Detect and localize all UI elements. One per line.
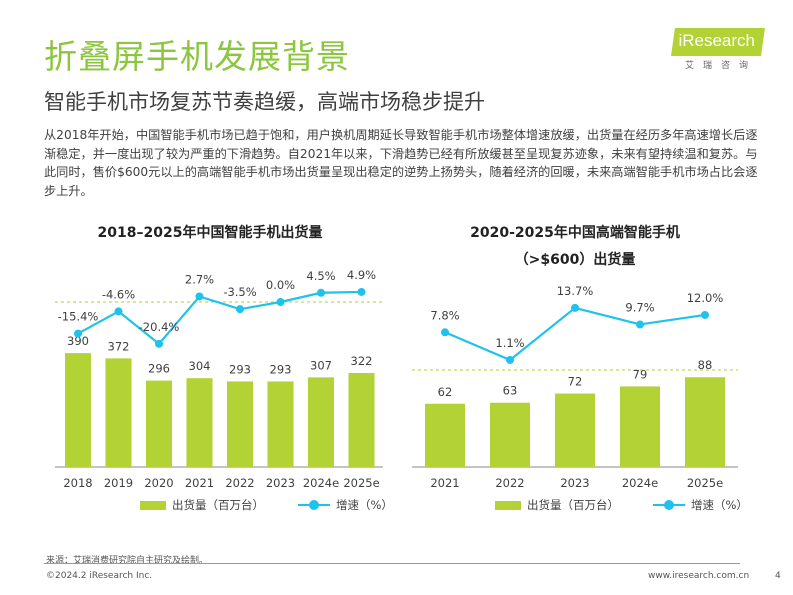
bar-value-label: 372 — [108, 339, 130, 353]
bar — [186, 378, 213, 467]
growth-label: 1.1% — [495, 336, 524, 350]
bar-value-label: 293 — [270, 362, 292, 376]
bar — [105, 358, 132, 467]
growth-point — [317, 288, 325, 297]
copyright: ©2024.2 iResearch Inc. — [46, 571, 153, 581]
bar-value-label: 72 — [568, 375, 583, 389]
bar — [267, 381, 294, 467]
bar-value-label: 322 — [351, 354, 373, 368]
x-tick-label: 2021 — [185, 476, 214, 490]
x-tick-label: 2018 — [63, 476, 92, 490]
growth-line — [444, 306, 706, 362]
bar — [308, 377, 334, 467]
growth-label: 7.8% — [430, 308, 459, 322]
x-tick-label: 2022 — [225, 476, 254, 490]
legend-bar-swatch — [495, 500, 521, 510]
x-tick-label: 2025e — [343, 476, 379, 490]
chart2-title-line2: （>$600）出货量 — [514, 252, 636, 268]
growth-point — [441, 328, 449, 337]
bar — [65, 353, 91, 467]
growth-point — [114, 307, 123, 316]
growth-point — [636, 320, 644, 329]
bar — [685, 377, 725, 467]
bar — [348, 372, 375, 467]
growth-point — [195, 292, 204, 301]
bar — [425, 403, 465, 467]
iresearch-logo: iResearch 艾瑞咨询 — [653, 28, 765, 71]
bar-value-label: 307 — [310, 358, 332, 372]
bar-value-label: 79 — [633, 367, 648, 381]
bar — [146, 380, 172, 467]
bar-value-label: 390 — [67, 334, 89, 348]
growth-point — [571, 303, 579, 312]
x-tick-label: 2021 — [430, 476, 459, 490]
chart2-legend: 出货量（百万台） 增速（%） — [495, 497, 748, 513]
growth-line — [77, 290, 362, 346]
growth-point — [155, 339, 163, 348]
growth-label: -20.4% — [139, 320, 180, 334]
x-tick-label: 2019 — [104, 476, 133, 490]
bar-value-label: 296 — [148, 362, 170, 376]
growth-point — [276, 298, 285, 306]
growth-label: -3.5% — [223, 285, 256, 299]
growth-point — [236, 305, 244, 314]
source-note: 来源：艾瑞消费研究院自主研究及绘制。 — [46, 556, 209, 566]
page-subtitle: 智能手机市场复苏节奏趋缓，高端市场稳步提升 — [44, 90, 485, 114]
bar-value-label: 304 — [189, 359, 211, 373]
x-tick-label: 2020 — [144, 476, 173, 490]
website-link[interactable]: www.iresearch.com.cn — [648, 571, 750, 581]
legend-bar-label: 出货量（百万台） — [172, 498, 264, 512]
growth-point — [506, 355, 514, 364]
growth-label: 0.0% — [266, 278, 295, 292]
legend-line-label: 增速（%） — [691, 498, 748, 512]
bar-value-label: 62 — [438, 385, 453, 399]
bar — [490, 402, 530, 467]
growth-point — [701, 310, 709, 319]
x-tick-label: 2023 — [560, 476, 589, 490]
growth-label: -4.6% — [102, 287, 135, 301]
chart2-title: 2020-2025年中国高端智能手机 — [470, 225, 680, 241]
growth-label: 9.7% — [625, 300, 654, 314]
legend-bar-label: 出货量（百万台） — [527, 498, 619, 512]
legend-line-swatch — [298, 500, 330, 510]
page-title: 折叠屏手机发展背景 — [44, 37, 350, 76]
growth-label: 13.7% — [557, 284, 594, 298]
footer-divider — [44, 563, 740, 564]
body-text: 从2018年开始，中国智能手机市场已趋于饱和，用户换机周期延长导致智能手机市场整… — [44, 128, 758, 198]
bar-value-label: 88 — [698, 358, 713, 372]
bar — [620, 386, 660, 467]
growth-point — [74, 329, 82, 338]
growth-label: 2.7% — [185, 272, 214, 286]
x-tick-label: 2025e — [687, 476, 723, 490]
logo-text: iResearch — [678, 31, 755, 50]
bar-value-label: 63 — [503, 384, 518, 398]
bar-value-label: 293 — [229, 362, 251, 376]
chart1-legend: 出货量（百万台） 增速（%） — [140, 497, 393, 513]
growth-label: 4.5% — [306, 269, 335, 283]
growth-label: -15.4% — [58, 310, 99, 324]
x-tick-label: 2024e — [622, 476, 658, 490]
legend-bar-swatch — [140, 500, 166, 510]
chart1-title: 2018–2025年中国智能手机出货量 — [97, 225, 323, 241]
legend-line-swatch — [653, 500, 685, 510]
growth-label: 4.9% — [347, 268, 376, 282]
x-tick-label: 2022 — [495, 476, 524, 490]
x-tick-label: 2024e — [303, 476, 339, 490]
growth-label: 12.0% — [687, 291, 724, 305]
x-tick-label: 2023 — [266, 476, 295, 490]
bar — [555, 393, 595, 467]
bar — [227, 381, 253, 467]
legend-line-label: 增速（%） — [336, 498, 393, 512]
growth-point — [357, 287, 366, 296]
logo-subtext: 艾瑞咨询 — [684, 61, 757, 71]
page-number: 4 — [775, 571, 781, 581]
